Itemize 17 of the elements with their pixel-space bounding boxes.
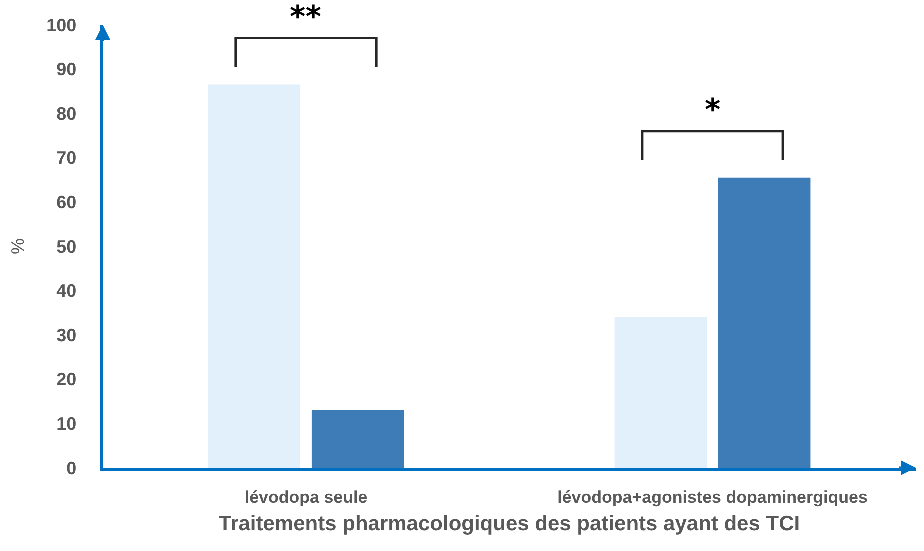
x-axis-title: Traitements pharmacologiques des patients ayant des TCI: [218, 512, 800, 536]
y-tick-label: 60: [56, 192, 77, 212]
annotation: *: [705, 93, 721, 128]
annotation: **: [290, 0, 322, 35]
y-tick-label: 20: [56, 370, 77, 390]
y-tick-label: 30: [56, 325, 77, 346]
y-tick-label: 40: [56, 281, 77, 302]
y-tick-label: 90: [56, 60, 77, 80]
y-tick-label: 10: [56, 414, 77, 434]
y-axis-title: %: [8, 238, 28, 255]
x-tick-label: lévodopa seule: [244, 488, 368, 508]
y-tick-label: 0: [66, 458, 77, 478]
y-tick-label: 100: [46, 15, 77, 36]
y-tick-label: 70: [56, 148, 77, 168]
y-tick-label: 80: [56, 104, 77, 124]
x-tick-label: lévodopa+agonistes dopaminergiques: [558, 488, 868, 508]
y-tick-label: 50: [56, 236, 77, 257]
